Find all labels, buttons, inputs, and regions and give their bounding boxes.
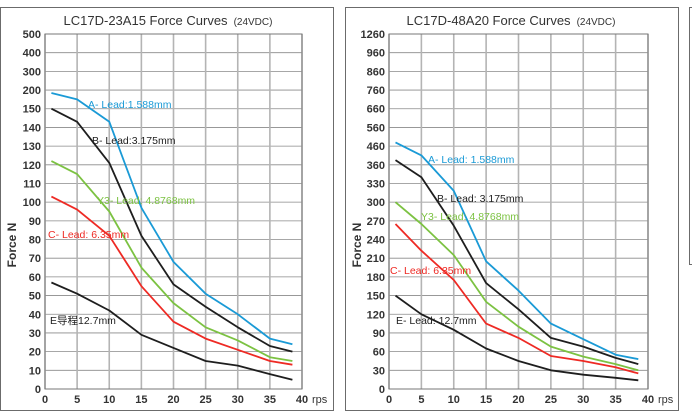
x-tick-label: 35: [264, 394, 276, 406]
y-tick-label: 30: [373, 365, 385, 377]
x-tick-label: 20: [512, 394, 524, 406]
y-tick-label: 40: [29, 309, 41, 321]
series-label: B- Lead:3.175mm: [92, 135, 176, 147]
series-line: [50, 107, 293, 353]
y-tick-label: 0: [379, 384, 385, 396]
y-tick-label: 1260: [361, 29, 385, 41]
y-tick-label: 110: [23, 178, 41, 190]
y-tick-label: 210: [367, 253, 385, 265]
series-label: E- Lead: 12.7mm: [396, 315, 477, 327]
y-tick-label: 0: [35, 384, 41, 396]
chart-title: LC17D-48A20 Force Curves (24VDC): [407, 13, 616, 28]
series-line: [50, 160, 293, 362]
x-tick-label: 0: [386, 394, 392, 406]
right-chart-panel: [345, 7, 679, 411]
x-tick-label: 25: [545, 394, 557, 406]
y-tick-label: 70: [29, 253, 41, 265]
chart-subtitle: (24VDC): [577, 17, 616, 28]
y-tick-label: 860: [367, 66, 385, 78]
series-line: [51, 92, 293, 346]
series-label: Y3- Lead: 4.8768mm: [421, 211, 519, 223]
y-tick-label: 300: [23, 66, 41, 78]
x-axis-unit-label: rps: [312, 394, 328, 406]
series-line: [394, 294, 639, 382]
left-chart-panel: [0, 7, 334, 411]
chart-title-text: LC17D-48A20 Force Curves: [407, 13, 572, 28]
x-tick-label: 5: [418, 394, 424, 406]
series-label: A- Lead:1.588mm: [88, 99, 172, 111]
series-label: B- Lead: 3.175mm: [437, 193, 524, 205]
third-panel-edge: [689, 7, 692, 265]
y-tick-label: 50: [29, 291, 41, 303]
x-tick-label: 25: [200, 394, 212, 406]
x-tick-label: 15: [480, 394, 492, 406]
y-tick-label: 100: [23, 197, 41, 209]
y-tick-label: 180: [367, 272, 385, 284]
y-tick-label: 300: [367, 197, 385, 209]
y-tick-label: 760: [367, 85, 385, 97]
y-tick-label: 150: [367, 291, 385, 303]
x-tick-label: 5: [74, 394, 80, 406]
y-tick-label: 660: [367, 104, 385, 116]
y-tick-label: 150: [23, 104, 41, 116]
plot-area: [388, 33, 649, 390]
chart-title: LC17D-23A15 Force Curves (24VDC): [64, 13, 273, 28]
y-tick-label: 120: [367, 309, 385, 321]
x-tick-label: 35: [610, 394, 622, 406]
series-line: [51, 281, 293, 381]
y-tick-label: 360: [367, 160, 385, 172]
series-label: C- Lead: 6.35mm: [48, 229, 129, 241]
y-tick-label: 30: [29, 328, 41, 340]
y-tick-label: 140: [23, 122, 41, 134]
x-tick-label: 0: [42, 394, 48, 406]
series-line: [395, 159, 639, 365]
y-tick-label: 960: [367, 48, 385, 60]
x-axis-unit-label: rps: [658, 394, 674, 406]
y-tick-label: 400: [23, 48, 41, 60]
y-tick-label: 60: [373, 347, 385, 359]
y-tick-label: 560: [367, 122, 385, 134]
x-tick-label: 40: [296, 394, 308, 406]
series-line: [394, 201, 639, 372]
y-tick-label: 130: [23, 141, 41, 153]
series-line: [394, 223, 639, 375]
series-label: Y3- Lead: 4.8768mm: [97, 195, 195, 207]
x-tick-label: 15: [135, 394, 147, 406]
x-tick-label: 20: [167, 394, 179, 406]
y-tick-label: 240: [367, 235, 385, 247]
y-tick-label: 20: [29, 347, 41, 359]
y-axis-label: Force N: [350, 223, 364, 268]
y-tick-label: 120: [23, 160, 41, 172]
y-tick-label: 200: [23, 85, 41, 97]
y-tick-label: 90: [373, 328, 385, 340]
y-tick-label: 500: [23, 29, 41, 41]
plot-area: [44, 33, 303, 390]
x-tick-label: 40: [642, 394, 654, 406]
chart-title-text: LC17D-23A15 Force Curves: [64, 13, 229, 28]
x-tick-label: 30: [232, 394, 244, 406]
x-tick-label: 10: [103, 394, 115, 406]
y-tick-label: 330: [367, 178, 385, 190]
x-tick-label: 30: [577, 394, 589, 406]
series-label: A- Lead: 1.588mm: [428, 154, 515, 166]
series-line: [395, 141, 639, 360]
y-tick-label: 270: [367, 216, 385, 228]
chart-subtitle: (24VDC): [234, 17, 273, 28]
y-tick-label: 460: [367, 141, 385, 153]
y-tick-label: 90: [29, 216, 41, 228]
series-label: E导程12.7mm: [50, 315, 116, 327]
series-label: C- Lead: 6.35mm: [390, 265, 471, 277]
y-tick-label: 60: [29, 272, 41, 284]
y-tick-label: 10: [29, 365, 41, 377]
y-tick-label: 80: [29, 235, 41, 247]
y-axis-label: Force N: [5, 223, 19, 268]
series-line: [50, 195, 293, 366]
x-tick-label: 10: [448, 394, 460, 406]
